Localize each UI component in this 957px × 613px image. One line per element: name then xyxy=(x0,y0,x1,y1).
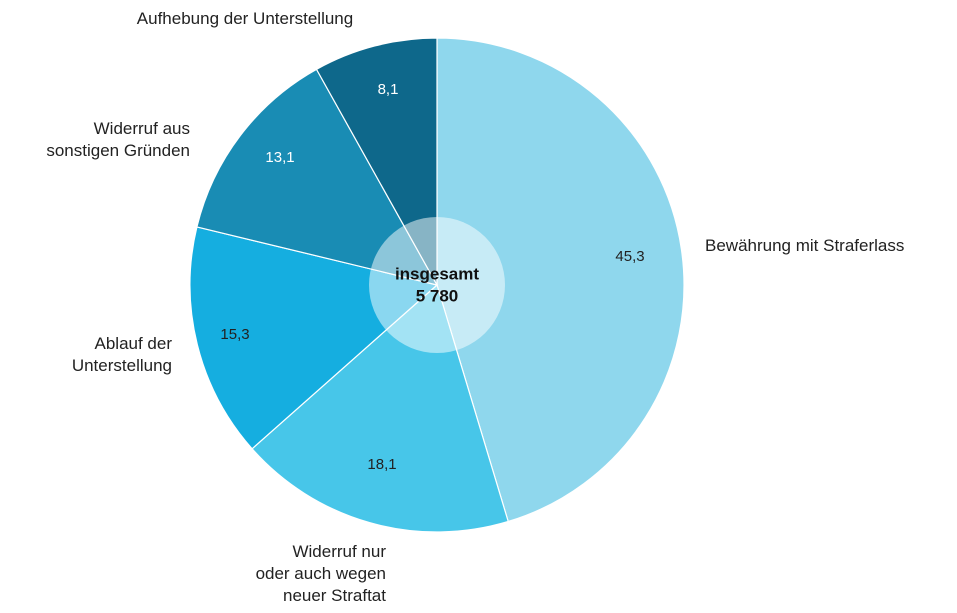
category-label: Bewährung mit Straferlass xyxy=(705,236,904,255)
slice xyxy=(196,68,439,286)
category-label-line: sonstigen Gründen xyxy=(46,141,190,160)
category-label-line: Widerruf nur xyxy=(292,542,386,561)
center-label: insgesamt xyxy=(395,264,479,283)
value-label: 13,1 xyxy=(265,149,294,166)
category-label-line: oder auch wegen xyxy=(256,564,386,583)
category-label-line: Unterstellung xyxy=(72,356,172,375)
center-circle xyxy=(369,217,505,353)
slice xyxy=(436,37,685,523)
center-total: 5 780 xyxy=(416,286,459,305)
category-label: Widerruf aus sonstigen Gründen xyxy=(46,119,190,160)
category-label: Ablauf der Unterstellung xyxy=(72,334,173,375)
value-label: 45,3 xyxy=(615,248,644,265)
slice xyxy=(315,37,438,288)
category-label: Widerruf nur oder auch wegen neuer Strafta… xyxy=(256,542,387,605)
category-label-line: Widerruf aus xyxy=(94,119,190,138)
value-label: 15,3 xyxy=(220,326,249,343)
value-label: 8,1 xyxy=(378,81,399,98)
category-label-line: Ablauf der xyxy=(95,334,173,353)
value-label: 18,1 xyxy=(367,456,396,473)
category-label-line: Aufhebung der Unterstellung xyxy=(137,9,353,28)
category-label-line: neuer Straftat xyxy=(283,586,386,605)
category-label: Aufhebung der Unterstellung xyxy=(137,9,353,28)
category-label-line: Bewährung mit Straferlass xyxy=(705,236,904,255)
